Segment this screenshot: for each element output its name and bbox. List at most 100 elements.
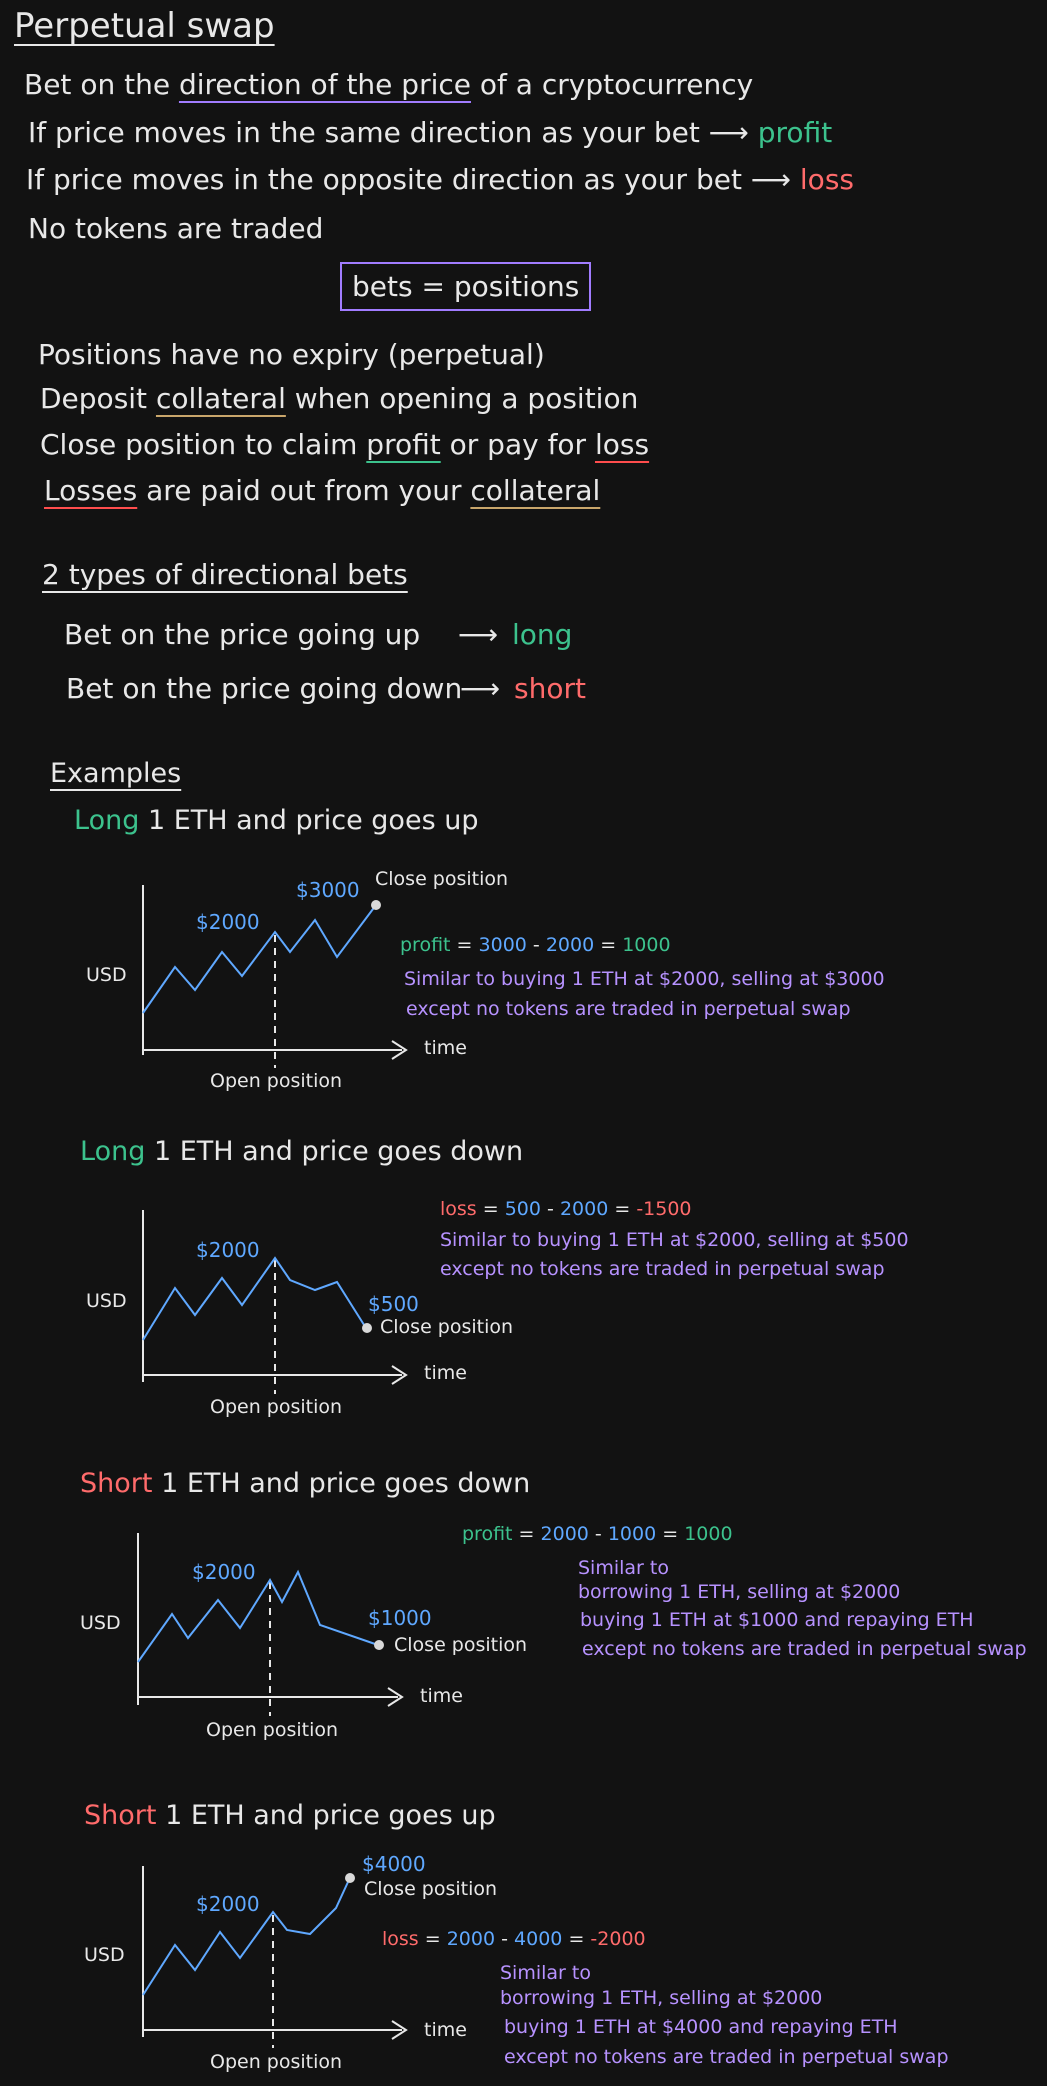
equation-value: 2000 [559,1198,609,1220]
x-axis-arrow-icon [387,1687,404,1707]
direction-of-price-text: direction of the price [178,68,471,101]
equation-value: 500 [504,1198,541,1220]
x-axis-arrow-icon [391,2020,408,2040]
types-down-text: Bet on the price going down [66,672,463,705]
y-axis-label: USD [86,1290,127,1312]
examples-heading: Examples [50,758,182,789]
positions-line-1: Positions have no expiry (perpetual) [38,338,545,371]
close-position-dot [362,1323,372,1333]
close-position-label: Close position [375,868,509,890]
equation-value: 2000 [545,934,595,956]
close-position-dot [345,1873,355,1883]
close-position-dot [374,1640,384,1650]
equation-op: = [614,1198,631,1220]
equation-op: = [482,1198,499,1220]
arrow-icon: ⟶ [458,618,499,651]
equation-op: = [424,1928,441,1950]
equation-value: 2000 [446,1928,496,1950]
equation-value: 4000 [514,1928,563,1950]
price-path [142,1877,352,1996]
long-label: long [512,618,573,651]
example-1-chart [142,885,408,1068]
example-4-chart [142,1866,408,2048]
close-position-label: Close position [380,1316,514,1338]
price-open-label: $2000 [196,1238,260,1262]
example-3-chart [137,1533,404,1716]
short-label: short [514,672,586,705]
example-note: buying 1 ETH at $4000 and repaying ETH [504,2016,898,2038]
types-heading: 2 types of directional bets [42,558,408,591]
price-path [142,904,377,1014]
profit-label: profit [757,116,833,149]
open-position-label: Open position [210,1070,343,1092]
equation-result: -1500 [636,1198,692,1220]
y-axis-label: USD [84,1944,125,1966]
intro-text: of a cryptocurrency [479,68,754,101]
price-path [142,1256,367,1341]
equation-op: - [501,1928,508,1950]
x-axis-label: time [424,1362,467,1384]
example-note: buying 1 ETH at $1000 and repaying ETH [580,1609,974,1631]
intro-line-3: If price moves in the opposite direction… [26,163,854,196]
equation-result: -2000 [590,1928,646,1950]
equation-value: 1000 [607,1523,657,1545]
arrow-icon: ⟶ [750,163,791,196]
open-position-label: Open position [206,1719,339,1741]
equation-op: - [594,1523,602,1545]
example-1-equation: profit = 3000 - 2000 = 1000 [400,934,671,956]
example-2-chart [142,1210,408,1394]
intro-line-1: Bet on the direction of the price of a c… [24,68,753,101]
equation-result: 1000 [622,934,671,956]
example-note: except no tokens are traded in perpetual… [440,1258,885,1280]
y-axis-label: USD [80,1612,121,1634]
equation-word: loss [440,1198,477,1220]
example-side-label: Long [74,805,140,836]
open-position-label: Open position [210,2051,343,2073]
positions-line-2: Deposit collateral when opening a positi… [40,382,638,415]
equation-value: 3000 [478,934,527,956]
equation-op: = [568,1928,585,1950]
price-path [137,1569,379,1663]
example-side-label: Short [84,1800,157,1831]
bets-positions-box: bets = positions [340,262,592,311]
equation-op: = [600,934,617,956]
equation-word: loss [382,1928,419,1950]
arrow-icon: ⟶ [460,672,501,705]
close-position-label: Close position [364,1878,498,1900]
positions-line-3: Close position to claim profit or pay fo… [40,428,649,461]
example-side-label: Short [80,1468,153,1499]
positions-text: are paid out from your [146,474,462,507]
example-3-equation: profit = 2000 - 1000 = 1000 [462,1523,733,1545]
equation-value: 2000 [540,1523,589,1545]
positions-line-4: Losses are paid out from your collateral [44,474,600,507]
positions-text: or pay for [449,428,587,461]
equation-op: - [532,934,540,956]
price-close-label: $4000 [362,1852,426,1876]
y-axis-label: USD [86,964,127,986]
intro-text: If price moves in the opposite direction… [26,163,742,196]
example-title-text: 1 ETH and price goes up [147,805,479,836]
example-2-title: Long 1 ETH and price goes down [80,1136,523,1167]
arrow-icon: ⟶ [708,116,749,149]
equation-op: = [518,1523,535,1545]
x-axis-arrow-icon [391,1365,408,1385]
example-note: except no tokens are traded in perpetual… [504,2046,949,2068]
example-4-equation: loss = 2000 - 4000 = -2000 [382,1928,646,1950]
example-note: Similar to buying 1 ETH at $2000, sellin… [440,1229,909,1251]
intro-text: If price moves in the same direction as … [28,116,700,149]
positions-text: Close position to claim [40,428,358,461]
intro-line-4: No tokens are traded [28,212,324,245]
equation-op: - [547,1198,554,1220]
profit-text: profit [366,428,441,461]
example-note: Similar to [500,1962,591,1984]
example-note: Similar to [578,1557,669,1579]
equation-op: = [456,934,473,956]
price-open-label: $2000 [196,910,260,934]
example-title-text: 1 ETH and price goes down [161,1468,531,1499]
intro-line-2: If price moves in the same direction as … [28,116,832,149]
positions-text: Deposit [40,382,148,415]
price-open-label: $2000 [196,1892,260,1916]
price-close-label: $500 [368,1292,419,1316]
example-1-title: Long 1 ETH and price goes up [74,805,478,836]
